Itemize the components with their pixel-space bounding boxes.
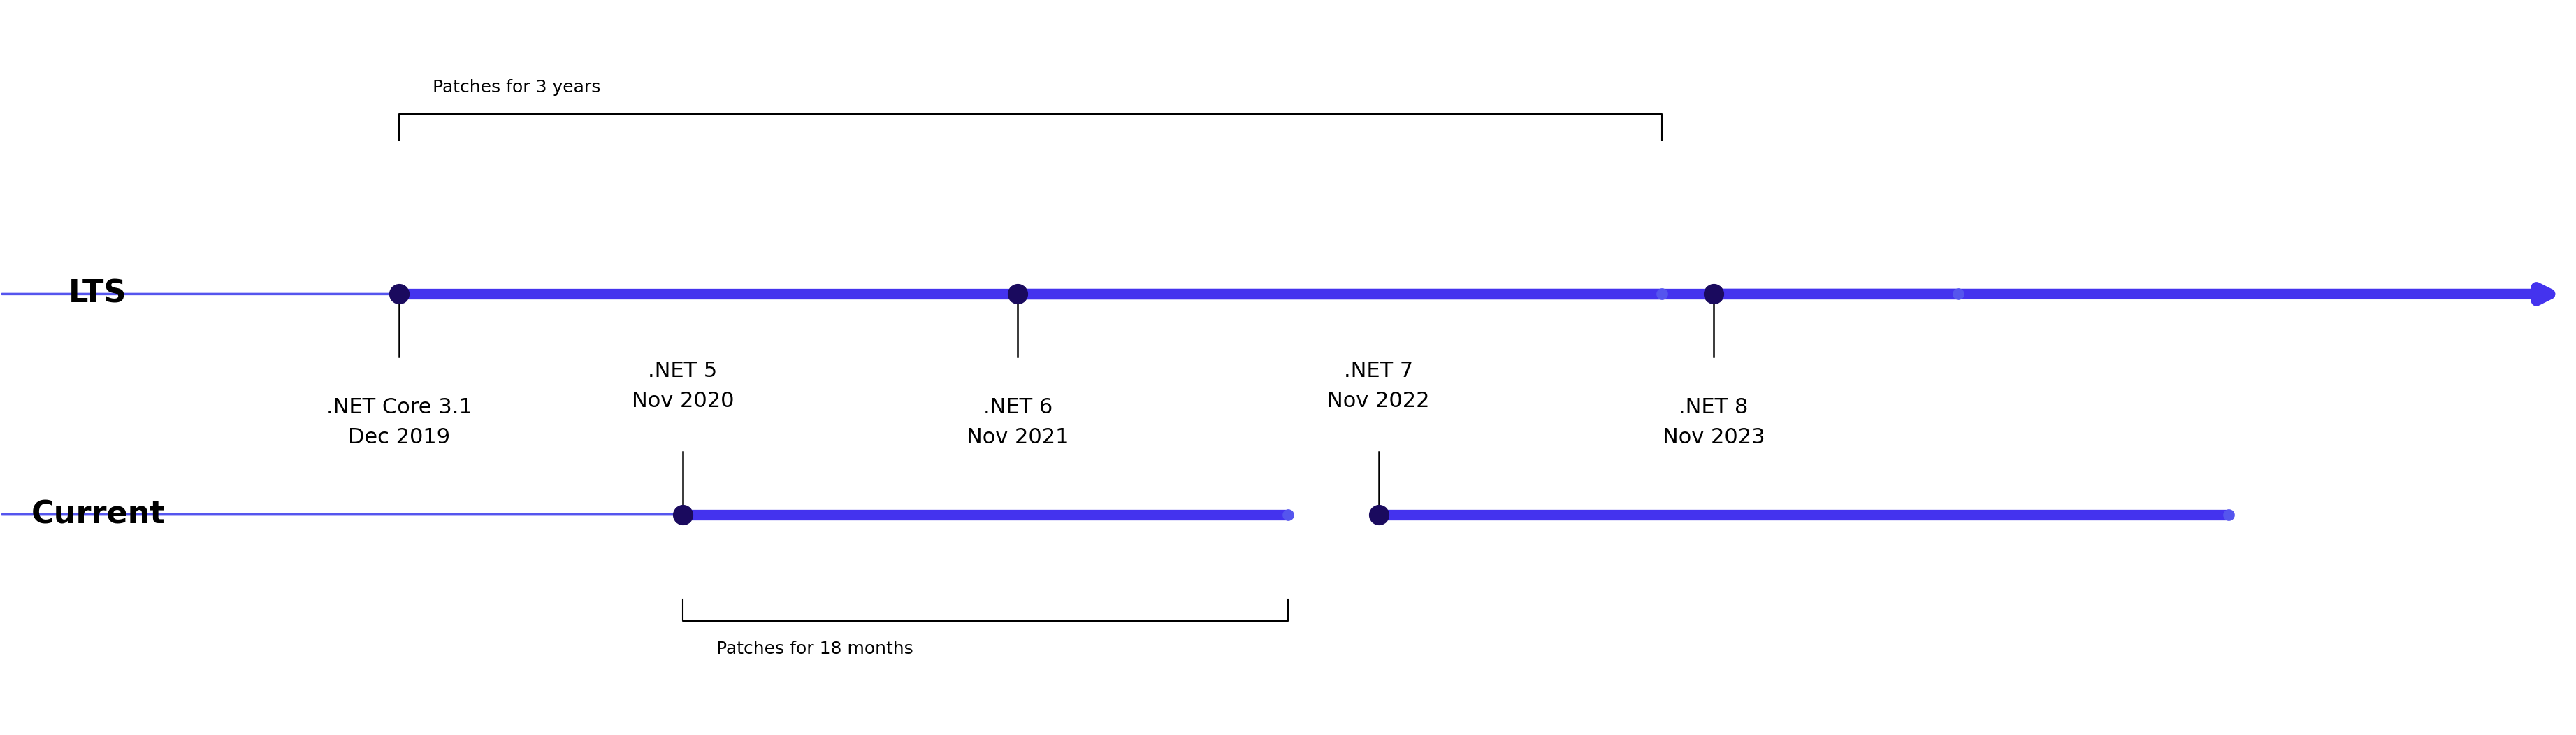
Text: LTS: LTS: [70, 279, 126, 309]
Text: .NET 7
Nov 2022: .NET 7 Nov 2022: [1327, 361, 1430, 411]
Point: [1937, 288, 1978, 300]
Text: Current: Current: [31, 500, 165, 529]
Text: .NET 5
Nov 2020: .NET 5 Nov 2020: [631, 361, 734, 411]
Point: [1358, 509, 1399, 520]
Text: .NET Core 3.1
Dec 2019: .NET Core 3.1 Dec 2019: [327, 398, 471, 448]
Text: Patches for 18 months: Patches for 18 months: [716, 641, 912, 658]
Point: [1641, 288, 1682, 300]
Point: [1267, 509, 1309, 520]
Point: [997, 288, 1038, 300]
Point: [1692, 288, 1734, 300]
Text: .NET 6
Nov 2021: .NET 6 Nov 2021: [966, 398, 1069, 448]
Text: .NET 8
Nov 2023: .NET 8 Nov 2023: [1662, 398, 1765, 448]
Text: Patches for 3 years: Patches for 3 years: [433, 79, 600, 96]
Point: [379, 288, 420, 300]
Point: [2208, 509, 2249, 520]
Point: [662, 509, 703, 520]
